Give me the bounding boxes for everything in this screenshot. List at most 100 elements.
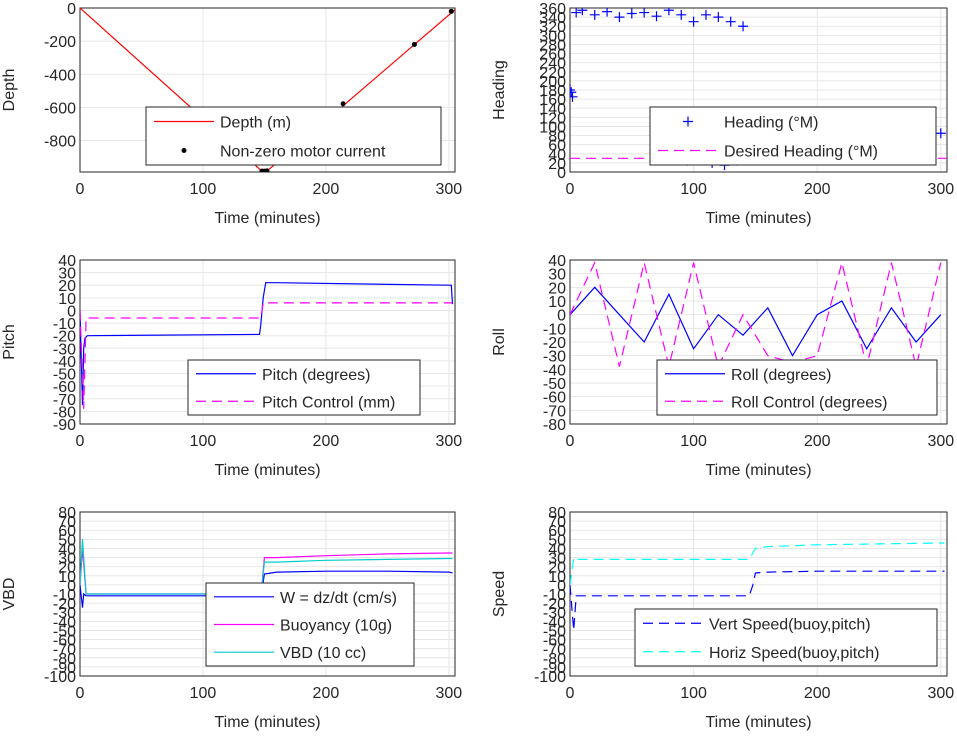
legend-label: Horiz Speed(buoy,pitch)	[709, 645, 879, 662]
y-tick-label: 10	[548, 294, 566, 311]
y-tick-label: -10	[53, 587, 76, 604]
series-line	[80, 282, 454, 406]
x-tick-label: 100	[680, 181, 707, 198]
series-1	[80, 302, 453, 409]
y-tick-label: -30	[543, 349, 566, 366]
plot-marks	[570, 542, 945, 631]
y-tick-label: 200	[539, 74, 566, 91]
x-tick-label: 200	[313, 181, 340, 198]
y-tick-label: -100	[44, 669, 76, 686]
data-point	[676, 9, 687, 20]
y-tick-label: 180	[539, 83, 566, 100]
legend: W = dz/dt (cm/s) Buoyancy (10g) VBD (10 cc…	[205, 582, 415, 667]
x-axis-label: Time (minutes)	[705, 210, 811, 227]
legend-label: Roll Control (degrees)	[731, 394, 888, 411]
y-tick-label: -60	[53, 379, 76, 396]
data-point	[570, 91, 578, 102]
y-axis-label: VBD	[1, 578, 18, 611]
x-axis-label: Time (minutes)	[214, 462, 320, 479]
y-tick-label: 80	[58, 505, 76, 522]
series-line	[80, 539, 453, 595]
y-tick-label: -400	[44, 67, 76, 84]
y-tick-label: -40	[543, 614, 566, 631]
y-tick-label: -60	[543, 390, 566, 407]
y-tick-label: -20	[543, 335, 566, 352]
y-tick-label: 220	[539, 65, 566, 82]
x-axis-label: Time (minutes)	[214, 714, 320, 731]
series-line	[570, 260, 942, 369]
y-tick-label: -80	[53, 404, 76, 421]
y-axis-label: Depth	[1, 69, 18, 112]
data-point	[688, 16, 699, 27]
y-tick-label: -20	[53, 329, 76, 346]
series-0	[80, 570, 453, 608]
legend-label: Pitch (degrees)	[262, 367, 371, 384]
y-tick-label: -50	[53, 623, 76, 640]
x-tick-label: 100	[190, 433, 217, 450]
y-tick-label: -70	[53, 642, 76, 659]
series-line	[570, 286, 942, 357]
data-point	[448, 8, 454, 14]
data-point	[570, 87, 577, 98]
legend-box	[187, 359, 421, 416]
y-tick-label: -50	[53, 367, 76, 384]
y-tick-label: -90	[53, 417, 76, 434]
x-tick-label: 0	[76, 685, 85, 702]
data-point	[639, 8, 650, 18]
y-tick-label: 40	[548, 541, 566, 558]
legend: Vert Speed(buoy,pitch) Horiz Speed(buoy,p…	[634, 608, 938, 667]
x-tick-label: 300	[436, 685, 463, 702]
x-axis-label: Time (minutes)	[214, 210, 320, 227]
x-tick-label: 0	[566, 433, 575, 450]
legend-label: W = dz/dt (cm/s)	[280, 590, 397, 607]
y-tick-label: -70	[543, 403, 566, 420]
y-tick-label: -90	[543, 660, 566, 677]
data-point	[700, 9, 711, 20]
series-line	[80, 570, 453, 608]
x-tick-label: 300	[927, 685, 954, 702]
y-tick-label: -60	[53, 633, 76, 650]
y-tick-label: 240	[539, 56, 566, 73]
y-tick-label: 10	[548, 569, 566, 586]
legend-label: Non-zero motor current	[220, 144, 386, 161]
y-tick-label: 30	[58, 266, 76, 283]
y-tick-label: 340	[539, 10, 566, 27]
series-2	[80, 539, 453, 595]
series-line	[570, 570, 945, 631]
y-tick-label: -100	[534, 669, 566, 686]
y-tick-label: -40	[53, 354, 76, 371]
data-point	[411, 41, 417, 47]
x-axis-label: Time (minutes)	[705, 462, 811, 479]
y-tick-label: -20	[53, 596, 76, 613]
axes-box	[79, 511, 456, 677]
legend-label: Heading (°M)	[724, 115, 818, 132]
series-1	[570, 260, 942, 369]
legend-label: Pitch Control (mm)	[262, 394, 395, 411]
x-tick-label: 0	[566, 181, 575, 198]
chart-vbd: 0 100 200 30080706050403020100-10-20-30-40-…	[1, 505, 462, 731]
data-point	[935, 128, 946, 139]
x-tick-label: 300	[436, 181, 463, 198]
data-point	[651, 11, 662, 22]
y-tick-label: -30	[53, 605, 76, 622]
y-tick-label: 70	[548, 514, 566, 531]
y-tick-label: -90	[53, 660, 76, 677]
y-tick-label: 0	[557, 308, 566, 325]
y-tick-label: -80	[543, 651, 566, 668]
legend-box	[656, 359, 938, 416]
y-tick-label: 20	[58, 560, 76, 577]
data-point	[264, 168, 270, 172]
x-tick-label: 200	[804, 433, 831, 450]
plot-marks	[80, 8, 455, 172]
series-0	[570, 570, 945, 631]
x-tick-label: 200	[313, 685, 340, 702]
y-tick-label: 50	[58, 532, 76, 549]
legend-label: Roll (degrees)	[731, 367, 831, 384]
series-line	[80, 302, 453, 409]
y-tick-label: 10	[58, 291, 76, 308]
data-point	[725, 16, 736, 27]
chart-roll: 0 100 200 300403020100-10-20-30-40-50-60-70…	[491, 253, 954, 479]
y-tick-label: -70	[53, 392, 76, 409]
y-tick-label: 0	[67, 1, 76, 18]
